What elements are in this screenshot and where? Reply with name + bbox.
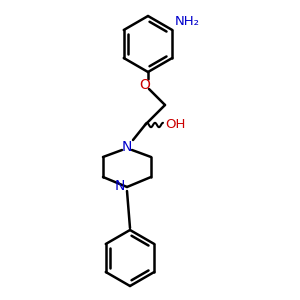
Text: NH₂: NH₂ (175, 15, 200, 28)
Text: OH: OH (165, 118, 185, 130)
Text: N: N (122, 140, 132, 154)
Text: N: N (115, 179, 125, 193)
Text: O: O (140, 78, 150, 92)
